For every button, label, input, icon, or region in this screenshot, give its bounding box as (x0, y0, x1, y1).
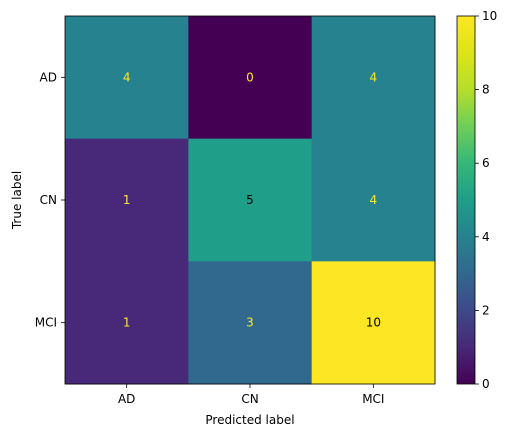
colorbar-tick-label: 0 (482, 377, 490, 391)
x-axis: AD CN MCI (118, 384, 384, 406)
colorbar-tick-label: 4 (482, 230, 490, 244)
heatmap-cell (188, 261, 313, 385)
colorbar-tick-label: 6 (482, 156, 490, 170)
y-axis: AD CN MCI (35, 70, 65, 330)
cell-value-label: 1 (123, 193, 131, 207)
y-tick-label: MCI (35, 316, 57, 330)
cell-value-label: 4 (370, 70, 378, 84)
heatmap-cell (65, 261, 189, 385)
cell-value-label: 10 (366, 316, 381, 330)
cell-value-label: 4 (370, 193, 378, 207)
x-tick-label: CN (241, 392, 258, 406)
x-tick-label: AD (118, 392, 135, 406)
y-tick-label: AD (40, 70, 57, 84)
heatmap-cell (311, 16, 436, 140)
heatmap-cell (65, 138, 189, 262)
x-axis-label: Predicted label (205, 413, 294, 427)
colorbar-axis: 0 2 4 6 8 10 (475, 9, 497, 391)
cell-value-labels: 4 0 4 1 5 4 1 3 10 (123, 70, 381, 329)
cell-value-label: 0 (246, 70, 254, 84)
colorbar-tick-label: 10 (482, 9, 497, 23)
heatmap-cell (188, 138, 313, 262)
cell-value-label: 5 (246, 193, 254, 207)
y-axis-label: True label (10, 171, 24, 230)
x-tick-label: MCI (362, 392, 384, 406)
colorbar-tick-label: 2 (482, 303, 490, 317)
heatmap-cell (65, 16, 189, 140)
cell-value-label: 4 (123, 70, 131, 84)
heatmap-cell (311, 261, 436, 385)
cell-value-label: 3 (246, 316, 254, 330)
heatmap-cell (311, 138, 436, 262)
colorbar (456, 15, 476, 385)
cell-value-label: 1 (123, 316, 131, 330)
colorbar-tick-label: 8 (482, 83, 490, 97)
y-tick-label: CN (40, 193, 57, 207)
heatmap-cells (65, 16, 436, 385)
heatmap-cell (188, 16, 313, 140)
